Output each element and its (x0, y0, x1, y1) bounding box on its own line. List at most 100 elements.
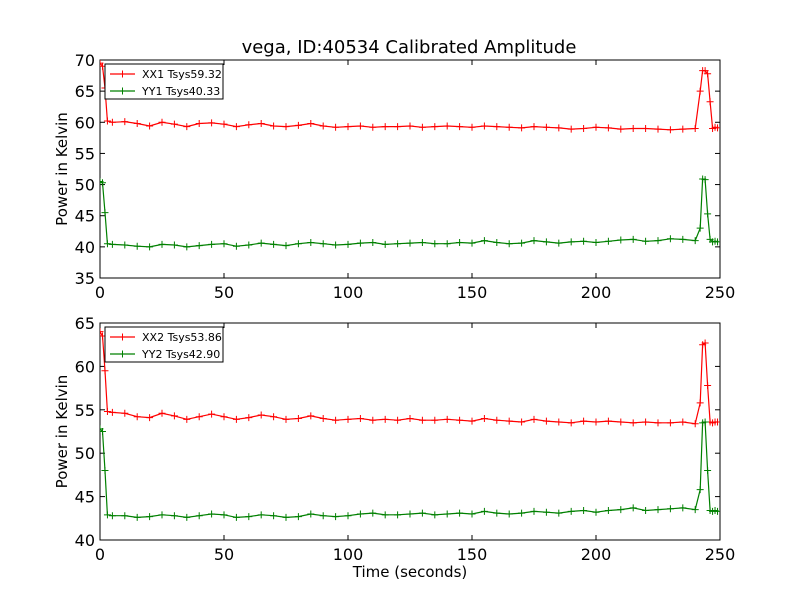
data-point (468, 510, 476, 518)
data-point (580, 125, 588, 133)
y-tick-label: 60 (75, 357, 95, 376)
data-point (406, 414, 414, 422)
data-point (133, 120, 141, 128)
data-point (617, 125, 625, 133)
data-point (654, 237, 662, 245)
y-axis-label: Power in Kelvin (53, 375, 71, 489)
x-tick-label: 200 (581, 283, 612, 302)
data-point (257, 511, 265, 519)
data-point (642, 506, 650, 514)
data-point (530, 507, 538, 515)
y-tick-label: 45 (75, 207, 95, 226)
data-point (381, 415, 389, 423)
data-point (629, 235, 637, 243)
data-point (220, 511, 228, 519)
data-point (103, 240, 111, 248)
data-point (542, 238, 550, 246)
x-axis-label: Time (seconds) (352, 563, 468, 581)
y-tick-label: 65 (75, 314, 95, 333)
data-point (567, 238, 575, 246)
data-point (183, 123, 191, 131)
data-point (282, 123, 290, 131)
data-point (121, 118, 129, 126)
data-point (691, 506, 699, 514)
data-point (505, 417, 513, 425)
data-point (195, 512, 203, 520)
data-point (530, 415, 538, 423)
data-point (406, 239, 414, 247)
data-point (443, 240, 451, 248)
legend-marker (119, 87, 126, 95)
data-point (369, 509, 377, 517)
x-tick-label: 150 (457, 545, 488, 564)
data-point (617, 236, 625, 244)
data-point (108, 240, 116, 248)
data-point (257, 239, 265, 247)
data-point (518, 239, 526, 247)
chart-title: vega, ID:40534 Calibrated Amplitude (242, 37, 577, 58)
data-point (121, 409, 129, 417)
data-point (208, 410, 216, 418)
legend-box (104, 326, 224, 363)
data-point (493, 509, 501, 517)
data-point (101, 209, 109, 217)
data-point (294, 414, 302, 422)
data-point (679, 504, 687, 512)
data-point (696, 486, 704, 494)
data-point (555, 239, 563, 247)
data-point (431, 416, 439, 424)
data-point (356, 239, 364, 247)
data-point (133, 242, 141, 250)
y-tick-label: 65 (75, 82, 95, 101)
data-point (456, 238, 464, 246)
data-point (133, 413, 141, 421)
data-point (170, 412, 178, 420)
x-tick-label: 0 (95, 283, 105, 302)
data-point (344, 512, 352, 520)
data-point (468, 123, 476, 131)
data-point (270, 240, 278, 248)
y-tick-label: 55 (75, 144, 95, 163)
data-point (245, 513, 253, 521)
legend-marker (119, 70, 126, 78)
data-point (369, 238, 377, 246)
data-point (103, 511, 111, 519)
data-point (701, 339, 709, 347)
data-point (356, 510, 364, 518)
data-point (604, 506, 612, 514)
y-tick-label: 35 (75, 269, 95, 288)
data-point (714, 507, 720, 515)
data-point (714, 418, 720, 426)
y-axis-label: Power in Kelvin (53, 112, 71, 226)
data-point (208, 240, 216, 248)
x-tick-label: 100 (333, 283, 364, 302)
x-tick-label: 50 (214, 283, 234, 302)
data-point (394, 416, 402, 424)
data-point (394, 123, 402, 131)
data-point (580, 237, 588, 245)
data-point (714, 124, 720, 132)
legend-label: YY2 Tsys42.90 (141, 348, 220, 361)
data-point (158, 240, 166, 248)
data-point (108, 408, 116, 416)
data-point (617, 418, 625, 426)
data-point (418, 123, 426, 131)
data-point (195, 120, 203, 128)
data-point (170, 120, 178, 128)
legend-box (104, 63, 224, 100)
data-point (642, 125, 650, 133)
data-point (158, 409, 166, 417)
data-point (282, 513, 290, 521)
data-point (406, 510, 414, 518)
data-point (319, 414, 327, 422)
data-point (101, 467, 109, 475)
data-point (555, 509, 563, 517)
x-tick-label: 250 (705, 283, 736, 302)
data-point (555, 124, 563, 132)
y-tick-label: 60 (75, 113, 95, 132)
data-point (542, 508, 550, 516)
bottom-plot: 0 50 100 150 200 250 40 45 50 55 60 65 Power in Kelv… (53, 314, 735, 581)
data-point (518, 124, 526, 132)
x-tick-label: 250 (705, 545, 736, 564)
